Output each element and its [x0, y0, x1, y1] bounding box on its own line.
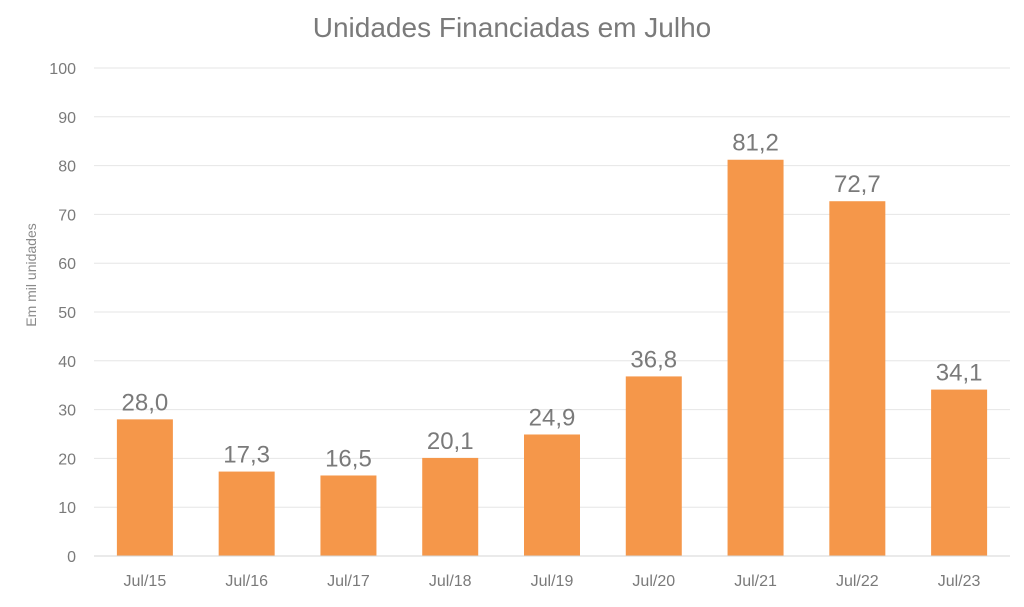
y-tick-label: 20 [58, 451, 76, 468]
bar [625, 376, 682, 556]
bar [116, 419, 173, 556]
y-tick-label: 30 [58, 403, 76, 420]
bar [320, 475, 377, 556]
bar [422, 457, 479, 556]
x-tick-label: Jul/21 [734, 573, 777, 590]
bar-value-label: 72,7 [834, 171, 881, 198]
y-tick-label: 90 [58, 110, 76, 127]
bar [524, 434, 580, 556]
bar [931, 389, 988, 556]
bar-value-label: 28,0 [122, 389, 169, 416]
x-tick-label: Jul/19 [531, 573, 574, 590]
y-tick-label: 60 [58, 256, 76, 273]
bar-value-label: 20,1 [427, 428, 474, 455]
x-tick-label: Jul/23 [938, 573, 981, 590]
bar [829, 201, 886, 556]
bar-value-label: 24,9 [529, 404, 576, 431]
x-tick-label: Jul/22 [836, 573, 879, 590]
y-tick-label: 70 [58, 207, 76, 224]
x-tick-labels: Jul/15 Jul/16 Jul/17 Jul/18 Jul/19 Jul/20 Jul/… [124, 573, 981, 590]
x-tick-label: Jul/17 [327, 573, 370, 590]
bar [218, 471, 275, 556]
y-tick-labels: 0 10 20 30 40 50 60 70 80 90 100 [49, 61, 76, 566]
y-tick-label: 50 [58, 305, 76, 322]
bar-value-label: 81,2 [732, 130, 779, 157]
chart-title: Unidades Financiadas em Julho [312, 12, 712, 43]
bar [727, 159, 784, 556]
x-tick-label: Jul/15 [124, 573, 167, 590]
x-tick-label: Jul/18 [429, 573, 472, 590]
y-axis-label: Em mil unidades [23, 223, 39, 327]
x-tick-label: Jul/20 [632, 573, 675, 590]
bars [116, 159, 988, 556]
bar-value-label: 34,1 [936, 360, 983, 387]
y-tick-label: 80 [58, 159, 76, 176]
bar-value-labels: 28,0 17,3 16,5 20,1 24,9 36,8 81,2 72,7 34,1 [122, 130, 983, 473]
bar-value-label: 36,8 [630, 346, 677, 373]
y-tick-label: 100 [49, 61, 76, 78]
y-tick-label: 10 [58, 500, 76, 517]
gridlines [94, 67, 1010, 508]
y-tick-label: 0 [67, 549, 76, 566]
x-tick-label: Jul/16 [225, 573, 268, 590]
y-tick-label: 40 [58, 354, 76, 371]
bar-value-label: 17,3 [223, 442, 270, 469]
bar-value-label: 16,5 [325, 445, 372, 472]
